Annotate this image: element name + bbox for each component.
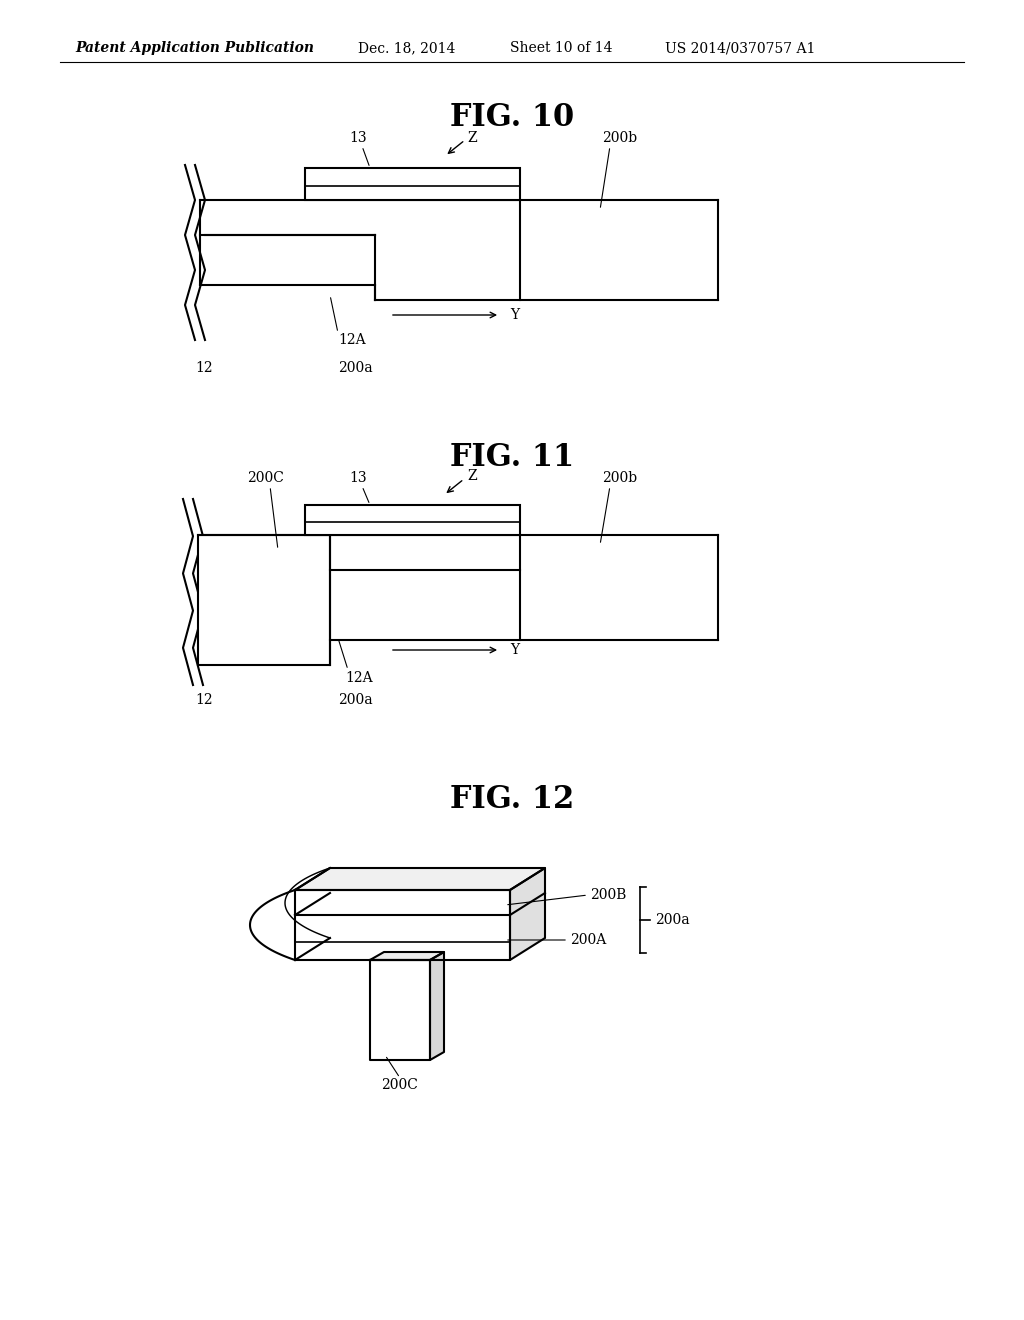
Text: Sheet 10 of 14: Sheet 10 of 14 <box>510 41 612 55</box>
Text: 13: 13 <box>349 471 367 484</box>
Text: FIG. 12: FIG. 12 <box>450 784 574 816</box>
Text: Dec. 18, 2014: Dec. 18, 2014 <box>358 41 456 55</box>
Text: 12: 12 <box>195 360 213 375</box>
Text: Z: Z <box>467 469 476 483</box>
Text: 200A: 200A <box>570 933 606 946</box>
Text: Y: Y <box>510 643 519 657</box>
Text: Patent Application Publication: Patent Application Publication <box>75 41 314 55</box>
Polygon shape <box>370 960 430 1060</box>
Text: 13: 13 <box>349 131 367 145</box>
Bar <box>198 535 330 665</box>
Text: 200a: 200a <box>655 913 689 927</box>
Polygon shape <box>510 869 545 960</box>
Polygon shape <box>295 869 545 890</box>
Text: US 2014/0370757 A1: US 2014/0370757 A1 <box>665 41 815 55</box>
Polygon shape <box>295 890 510 960</box>
Bar <box>305 506 520 535</box>
Text: 200B: 200B <box>590 888 627 902</box>
Text: 12A: 12A <box>338 333 366 347</box>
Text: 200b: 200b <box>602 471 638 484</box>
Bar <box>305 168 520 201</box>
Text: 12: 12 <box>195 693 213 708</box>
Text: Y: Y <box>510 308 519 322</box>
Text: 200C: 200C <box>247 471 284 484</box>
Text: 200C: 200C <box>382 1078 419 1092</box>
Text: 200a: 200a <box>338 360 373 375</box>
Text: 200b: 200b <box>602 131 638 145</box>
Polygon shape <box>250 890 295 960</box>
Polygon shape <box>370 952 444 960</box>
Text: FIG. 10: FIG. 10 <box>450 103 574 133</box>
Text: Z: Z <box>467 131 476 145</box>
Text: 12A: 12A <box>345 671 373 685</box>
Text: 200a: 200a <box>338 693 373 708</box>
Polygon shape <box>430 952 444 1060</box>
Text: FIG. 11: FIG. 11 <box>450 442 574 474</box>
